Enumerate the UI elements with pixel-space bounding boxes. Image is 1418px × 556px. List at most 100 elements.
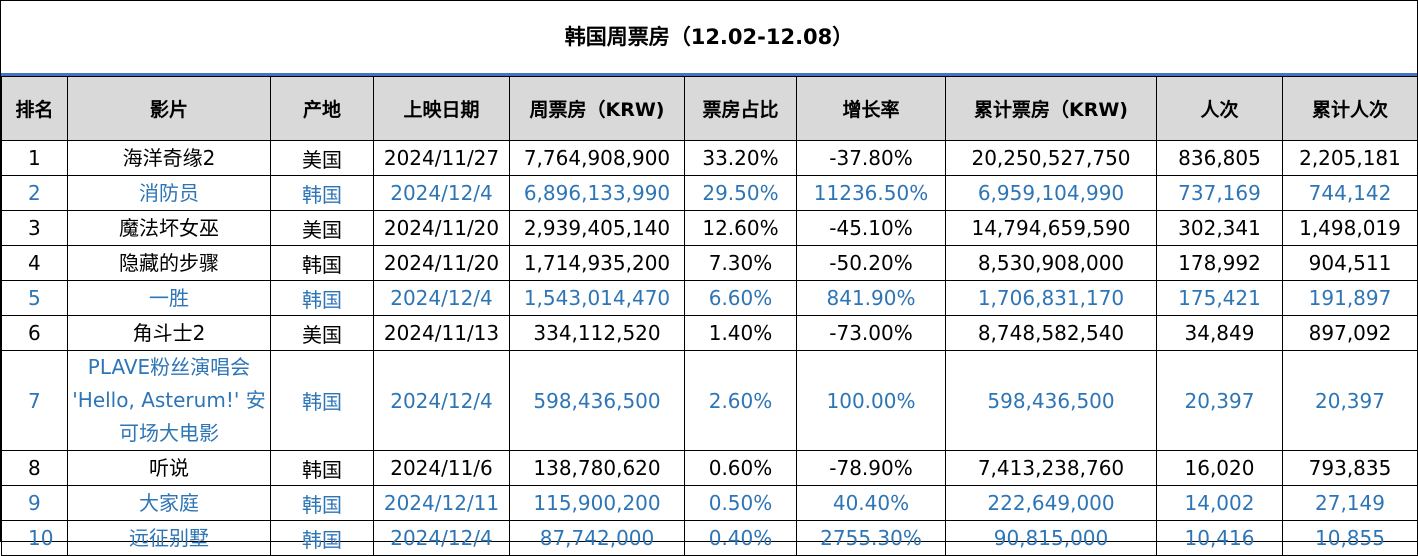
header-share: 票房占比 bbox=[684, 76, 797, 141]
cell-share: 2.60% bbox=[684, 350, 797, 451]
cell-share: 6.60% bbox=[684, 280, 797, 316]
cell-film: 听说 bbox=[67, 450, 271, 486]
cell-film: PLAVE粉丝演唱会 'Hello, Asterum!' 安可场大电影 bbox=[67, 350, 271, 451]
cell-release: 2024/12/4 bbox=[373, 520, 510, 556]
cell-admissions: 20,397 bbox=[1156, 350, 1283, 451]
cell-growth: -37.80% bbox=[796, 140, 946, 176]
header-film: 影片 bbox=[67, 76, 271, 141]
header-weekly-gross: 周票房（KRW) bbox=[509, 76, 685, 141]
table-row: 2 消防员 韩国 2024/12/4 6,896,133,990 29.50% … bbox=[1, 175, 1418, 211]
cell-weekly: 138,780,620 bbox=[509, 450, 685, 486]
cell-film: 一胜 bbox=[67, 280, 271, 316]
cell-weekly: 1,714,935,200 bbox=[509, 245, 685, 281]
cell-share: 1.40% bbox=[684, 315, 797, 351]
cell-share: 29.50% bbox=[684, 175, 797, 211]
cell-admissions: 302,341 bbox=[1156, 210, 1283, 246]
cell-origin: 韩国 bbox=[270, 350, 374, 451]
cell-total-admissions: 897,092 bbox=[1282, 315, 1418, 351]
cell-total-admissions: 191,897 bbox=[1282, 280, 1418, 316]
cell-origin: 美国 bbox=[270, 140, 374, 176]
cell-weekly: 2,939,405,140 bbox=[509, 210, 685, 246]
cell-weekly: 598,436,500 bbox=[509, 350, 685, 451]
cell-film: 隐藏的步骤 bbox=[67, 245, 271, 281]
header-admissions: 人次 bbox=[1156, 76, 1283, 141]
cell-rank: 5 bbox=[1, 280, 68, 316]
table-body: 1 海洋奇缘2 美国 2024/11/27 7,764,908,900 33.2… bbox=[1, 140, 1418, 556]
table-row: 6 角斗士2 美国 2024/11/13 334,112,520 1.40% -… bbox=[1, 315, 1418, 351]
cell-growth: -45.10% bbox=[796, 210, 946, 246]
table-row: 3 魔法坏女巫 美国 2024/11/20 2,939,405,140 12.6… bbox=[1, 210, 1418, 246]
cell-total: 8,748,582,540 bbox=[945, 315, 1157, 351]
cell-total-admissions: 2,205,181 bbox=[1282, 140, 1418, 176]
cell-release: 2024/11/20 bbox=[373, 210, 510, 246]
box-office-table: 排名 影片 产地 上映日期 周票房（KRW) 票房占比 增长率 累计票房（KRW… bbox=[1, 76, 1418, 556]
cell-growth: 100.00% bbox=[796, 350, 946, 451]
cell-admissions: 175,421 bbox=[1156, 280, 1283, 316]
cell-film: 大家庭 bbox=[67, 485, 271, 521]
cell-total: 8,530,908,000 bbox=[945, 245, 1157, 281]
cell-weekly: 87,742,000 bbox=[509, 520, 685, 556]
cell-release: 2024/12/4 bbox=[373, 175, 510, 211]
table-row: 4 隐藏的步骤 韩国 2024/11/20 1,714,935,200 7.30… bbox=[1, 245, 1418, 281]
cell-release: 2024/11/27 bbox=[373, 140, 510, 176]
cell-admissions: 16,020 bbox=[1156, 450, 1283, 486]
cell-total-admissions: 793,835 bbox=[1282, 450, 1418, 486]
cell-total: 222,649,000 bbox=[945, 485, 1157, 521]
cell-growth: 40.40% bbox=[796, 485, 946, 521]
cell-admissions: 10,416 bbox=[1156, 520, 1283, 556]
cell-share: 7.30% bbox=[684, 245, 797, 281]
cell-origin: 韩国 bbox=[270, 175, 374, 211]
cell-total-admissions: 904,511 bbox=[1282, 245, 1418, 281]
header-row: 排名 影片 产地 上映日期 周票房（KRW) 票房占比 增长率 累计票房（KRW… bbox=[1, 76, 1418, 141]
cell-total-admissions: 27,149 bbox=[1282, 485, 1418, 521]
cell-release: 2024/12/4 bbox=[373, 350, 510, 451]
cell-film: 消防员 bbox=[67, 175, 271, 211]
cell-rank: 7 bbox=[1, 350, 68, 451]
cell-rank: 4 bbox=[1, 245, 68, 281]
cell-total: 14,794,659,590 bbox=[945, 210, 1157, 246]
header-rank: 排名 bbox=[1, 76, 68, 141]
cell-growth: 2755.30% bbox=[796, 520, 946, 556]
cell-rank: 2 bbox=[1, 175, 68, 211]
table-row: 8 听说 韩国 2024/11/6 138,780,620 0.60% -78.… bbox=[1, 450, 1418, 486]
table-row: 7 PLAVE粉丝演唱会 'Hello, Asterum!' 安可场大电影 韩国… bbox=[1, 350, 1418, 451]
cell-weekly: 115,900,200 bbox=[509, 485, 685, 521]
cell-rank: 1 bbox=[1, 140, 68, 176]
cell-admissions: 34,849 bbox=[1156, 315, 1283, 351]
cell-total: 1,706,831,170 bbox=[945, 280, 1157, 316]
cell-rank: 3 bbox=[1, 210, 68, 246]
cell-growth: -73.00% bbox=[796, 315, 946, 351]
cell-rank: 8 bbox=[1, 450, 68, 486]
cell-total: 598,436,500 bbox=[945, 350, 1157, 451]
cell-admissions: 178,992 bbox=[1156, 245, 1283, 281]
cell-film: 海洋奇缘2 bbox=[67, 140, 271, 176]
cell-total: 20,250,527,750 bbox=[945, 140, 1157, 176]
cell-origin: 美国 bbox=[270, 315, 374, 351]
cell-share: 0.40% bbox=[684, 520, 797, 556]
cell-total-admissions: 744,142 bbox=[1282, 175, 1418, 211]
cell-share: 0.50% bbox=[684, 485, 797, 521]
cell-growth: 11236.50% bbox=[796, 175, 946, 211]
cell-total-admissions: 10,855 bbox=[1282, 520, 1418, 556]
cell-film: 远征别墅 bbox=[67, 520, 271, 556]
cell-total: 90,815,000 bbox=[945, 520, 1157, 556]
cell-admissions: 14,002 bbox=[1156, 485, 1283, 521]
cell-total: 7,413,238,760 bbox=[945, 450, 1157, 486]
table-row: 1 海洋奇缘2 美国 2024/11/27 7,764,908,900 33.2… bbox=[1, 140, 1418, 176]
header-origin: 产地 bbox=[270, 76, 374, 141]
cell-origin: 韩国 bbox=[270, 280, 374, 316]
cell-origin: 美国 bbox=[270, 210, 374, 246]
header-total-admissions: 累计人次 bbox=[1282, 76, 1418, 141]
cell-weekly: 7,764,908,900 bbox=[509, 140, 685, 176]
table-row: 5 一胜 韩国 2024/12/4 1,543,014,470 6.60% 84… bbox=[1, 280, 1418, 316]
cell-growth: -50.20% bbox=[796, 245, 946, 281]
cell-rank: 10 bbox=[1, 520, 68, 556]
cell-total-admissions: 1,498,019 bbox=[1282, 210, 1418, 246]
table-row: 10 远征别墅 韩国 2024/12/4 87,742,000 0.40% 27… bbox=[1, 520, 1418, 556]
header-growth: 增长率 bbox=[796, 76, 946, 141]
cell-weekly: 6,896,133,990 bbox=[509, 175, 685, 211]
cell-origin: 韩国 bbox=[270, 450, 374, 486]
cell-release: 2024/12/11 bbox=[373, 485, 510, 521]
cell-weekly: 1,543,014,470 bbox=[509, 280, 685, 316]
